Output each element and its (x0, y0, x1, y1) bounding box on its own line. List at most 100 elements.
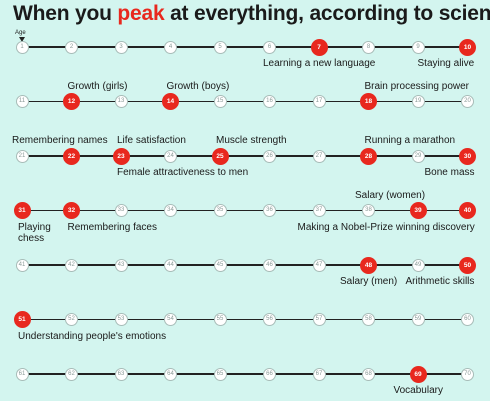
age-marker: 59 (411, 313, 425, 326)
peak-label: Life satisfaction (117, 135, 186, 146)
peak-label: Bone mass (424, 167, 475, 178)
age-marker: 65 (213, 367, 227, 381)
peak-age-marker: 51 (13, 311, 31, 328)
age-marker: 63 (114, 367, 128, 381)
peak-label: Arithmetic skills (405, 276, 475, 287)
age-marker: 44 (164, 258, 177, 272)
peak-label: Brain processing power (364, 80, 470, 92)
peak-label: Vocabulary (393, 385, 443, 396)
timeline-row-line (22, 264, 468, 266)
age-marker: 2 (65, 40, 78, 54)
age-marker: 60 (461, 313, 474, 326)
peak-age-marker: 31 (13, 202, 31, 219)
peak-age-marker: 40 (459, 202, 476, 219)
age-marker: 49 (411, 258, 425, 272)
age-marker: 27 (312, 149, 326, 163)
age-marker: 68 (362, 367, 375, 381)
age-marker: 24 (164, 149, 177, 163)
age-marker: 36 (263, 204, 276, 217)
age-marker: 37 (312, 204, 326, 217)
peak-age-marker: 12 (63, 93, 80, 110)
peak-label: Remembering faces (67, 221, 157, 233)
age-marker: 4 (164, 40, 177, 54)
age-marker: 35 (213, 204, 227, 217)
age-marker: 45 (213, 258, 227, 272)
age-marker: 38 (362, 204, 375, 217)
peak-label: Running a marathon (364, 135, 456, 146)
peak-label: Staying alive (417, 58, 475, 69)
peak-label: Making a Nobel-Prize winning discovery (297, 221, 475, 233)
peak-label: Salary (men) (340, 276, 398, 287)
age-marker: 54 (164, 313, 177, 326)
peak-age-marker: 23 (112, 147, 130, 165)
age-marker: 67 (312, 367, 326, 381)
age-marker: 62 (65, 367, 78, 381)
title-post: at everything, according to science (164, 2, 490, 25)
age-marker: 9 (411, 40, 425, 54)
peak-age-marker: 30 (459, 147, 476, 165)
age-marker: 20 (461, 95, 474, 108)
peak-age-marker: 50 (459, 256, 476, 274)
peak-label: Growth (boys) (166, 80, 230, 92)
timeline-row-line (22, 155, 468, 157)
age-marker: 53 (114, 313, 128, 326)
age-marker: 16 (263, 95, 276, 108)
age-marker: 19 (411, 95, 425, 108)
age-marker: 26 (263, 149, 276, 163)
age-arrow-icon (19, 37, 25, 42)
title-highlight: peak (117, 2, 165, 25)
peak-age-marker: 32 (63, 202, 80, 219)
peak-age-marker: 48 (360, 256, 377, 274)
age-marker: 3 (114, 40, 128, 54)
age-axis-label: Age (15, 30, 26, 36)
age-marker: 46 (263, 258, 276, 272)
peak-label: Learning a new language (263, 58, 376, 69)
timeline-row-line (22, 373, 468, 375)
title-pre: When you (13, 2, 118, 25)
age-marker: 42 (65, 258, 78, 272)
age-marker: 1 (15, 40, 29, 54)
age-marker: 29 (411, 149, 425, 163)
age-marker: 8 (362, 40, 375, 54)
peak-age-marker: 18 (360, 93, 377, 110)
age-marker: 15 (213, 95, 227, 108)
age-marker: 13 (114, 95, 128, 108)
peak-age-marker: 14 (162, 93, 179, 110)
peak-label: Female attractiveness to men (117, 167, 249, 178)
peak-label: Remembering names (12, 135, 108, 146)
age-marker: 34 (164, 204, 177, 217)
peak-age-marker: 22 (63, 147, 80, 165)
age-marker: 47 (312, 258, 326, 272)
age-marker: 70 (461, 367, 474, 381)
age-marker: 58 (362, 313, 375, 326)
age-marker: 66 (263, 367, 276, 381)
peak-age-marker: 69 (409, 365, 427, 383)
peak-age-marker: 25 (211, 147, 229, 165)
peak-label: Understanding people's emotions (18, 330, 167, 342)
peak-age-marker: 10 (459, 38, 476, 56)
peak-label: Muscle strength (216, 135, 287, 146)
age-marker: 56 (263, 313, 276, 326)
age-marker: 55 (213, 313, 227, 326)
age-marker: 5 (213, 40, 227, 54)
age-marker: 41 (15, 258, 29, 272)
peak-label: Playing chess (18, 221, 51, 244)
age-marker: 61 (15, 367, 29, 381)
age-marker: 64 (164, 367, 177, 381)
peak-label: Growth (girls) (67, 80, 128, 92)
age-marker: 17 (312, 95, 326, 108)
age-marker: 6 (263, 40, 276, 54)
timeline-row-line (22, 318, 468, 321)
peak-age-marker: 28 (360, 147, 377, 165)
timeline-row-line (22, 100, 468, 103)
timeline-row-line (22, 46, 468, 48)
peak-label: Salary (women) (355, 189, 426, 201)
age-marker: 43 (114, 258, 128, 272)
page-title: When you peak at everything, according t… (13, 2, 490, 26)
age-marker: 33 (114, 204, 128, 217)
timeline-row-line (22, 209, 468, 212)
peak-age-marker: 7 (310, 38, 328, 56)
age-marker: 21 (15, 149, 29, 163)
age-marker: 52 (65, 313, 78, 326)
age-marker: 11 (15, 95, 29, 108)
